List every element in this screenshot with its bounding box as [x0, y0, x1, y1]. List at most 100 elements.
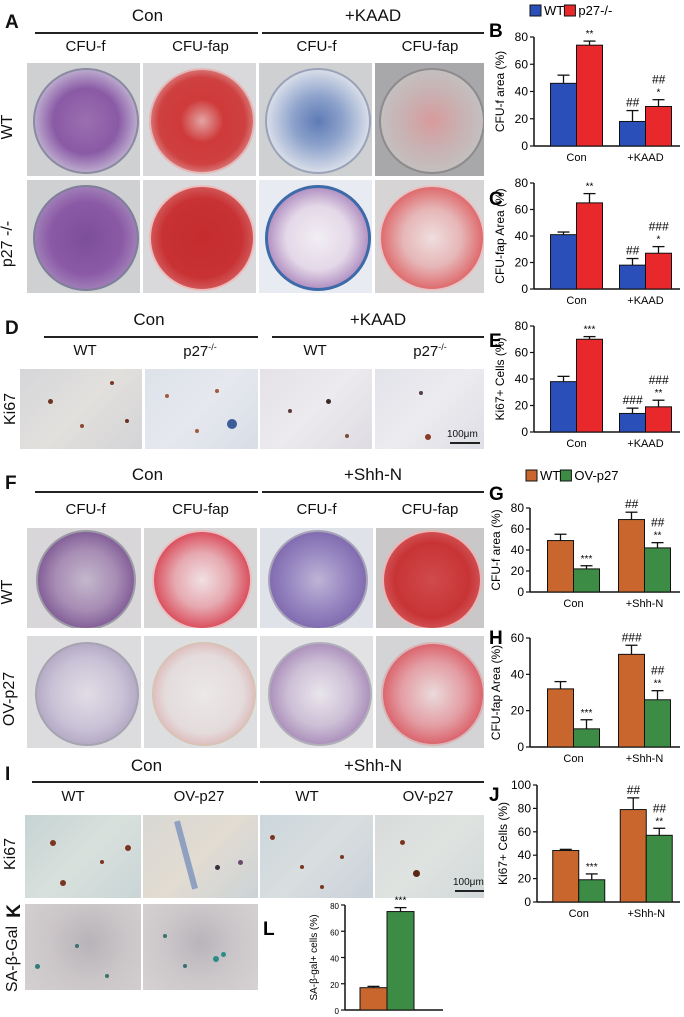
- group-header-con: Con: [130, 756, 163, 775]
- column-header: CFU-f: [296, 501, 337, 518]
- group-rule: [272, 336, 484, 338]
- bar-ov-p27: [644, 547, 671, 593]
- significance-marker: ***: [395, 896, 407, 907]
- significance-marker: **: [655, 388, 663, 399]
- panel-label-f: F: [5, 473, 17, 494]
- ki67-image-ovp27-shhn: 100μm: [375, 815, 484, 898]
- bar-p27-: [576, 338, 603, 433]
- dish-image-p27ko-con-cfuf: [27, 180, 140, 293]
- group-header-shhn: +Shh-N: [343, 756, 403, 775]
- group-rule: [262, 491, 484, 493]
- legend-swatch: [529, 4, 542, 17]
- bar-ov-p27: [578, 879, 606, 903]
- panel-label-i: I: [5, 764, 11, 785]
- bar-ov-p27: [573, 568, 600, 593]
- group-rule: [35, 491, 258, 493]
- y-tick-label: 40: [515, 372, 529, 386]
- dish-image-ovp27-con-cfufap: [144, 636, 257, 748]
- y-axis-label: SA-β-gal+ cells (%): [309, 914, 320, 1000]
- column-header: OV-p27: [173, 788, 225, 805]
- dish-image-p27ko-kaad-cfufap: [375, 180, 484, 293]
- significance-marker: **: [586, 182, 594, 193]
- group-header-con: Con: [131, 6, 164, 25]
- legend-label: WT: [540, 468, 560, 483]
- y-tick-label: 80: [330, 902, 339, 911]
- bar-p27-: [645, 105, 672, 147]
- x-category-label: +Shh-N: [626, 598, 664, 610]
- dish-image-wt-shhn-cfufap: [376, 528, 484, 628]
- legend-swatch: [559, 469, 572, 482]
- bar-wt: [618, 519, 645, 593]
- column-header: CFU-f: [65, 501, 106, 518]
- x-category-label: +KAAD: [627, 295, 663, 307]
- group-header-kaad: +KAAD: [349, 310, 407, 329]
- panel-label-h: H: [489, 628, 503, 649]
- dish-image-wt-con-cfuf: [27, 528, 141, 628]
- ki67-image-p27ko-con: [145, 369, 258, 449]
- superscript: -/-: [208, 342, 217, 352]
- column-header: CFU-fap: [172, 38, 229, 55]
- y-tick-label: 0: [524, 895, 531, 909]
- y-tick-label: 40: [515, 229, 529, 243]
- y-tick-label: 80: [511, 501, 525, 515]
- column-header: p27-/-: [145, 342, 255, 360]
- bar-wt: [619, 412, 646, 433]
- bar-wt: [359, 987, 388, 1011]
- y-tick-label: 80: [515, 176, 529, 190]
- group-header-con: Con: [131, 465, 164, 484]
- significance-marker: ###: [621, 630, 641, 644]
- group-rule: [35, 32, 258, 34]
- bar-p27-: [645, 252, 672, 290]
- y-tick-label: 20: [330, 981, 339, 990]
- significance-marker: ***: [584, 325, 596, 336]
- column-header: WT: [73, 342, 97, 359]
- column-header: CFU-f: [296, 38, 337, 55]
- y-tick-label: 60: [515, 346, 529, 360]
- group-header-con: Con: [133, 310, 165, 329]
- column-header: CFU-f: [65, 38, 106, 55]
- dish-image-p27ko-con-cfufap: [143, 180, 256, 293]
- y-tick-label: 60: [330, 928, 339, 937]
- x-category-label: Con: [566, 152, 586, 164]
- bar-wt: [550, 381, 577, 433]
- significance-marker: ##: [651, 516, 665, 530]
- significance-marker: ##: [627, 783, 641, 797]
- dish-image-ovp27-shhn-cfufap: [376, 636, 484, 748]
- y-tick-label: 60: [511, 522, 525, 536]
- significance-marker: ##: [652, 73, 666, 87]
- y-axis-label: CFU-f area (%): [493, 51, 507, 132]
- legend-label: OV-p27: [574, 468, 618, 483]
- x-category-label: +KAAD: [627, 438, 663, 450]
- bar-p27-: [576, 202, 603, 290]
- ki67-image-wt-shhn: [260, 815, 373, 898]
- y-axis-label: Ki67+ Cells (%): [493, 337, 507, 420]
- bar-wt: [619, 809, 647, 903]
- bar-ov-p27: [386, 911, 415, 1011]
- ki67-image-ovp27-con: [143, 815, 258, 898]
- panel-label-b: B: [489, 21, 503, 42]
- significance-marker: ###: [648, 220, 668, 234]
- y-tick-label: 40: [511, 667, 525, 681]
- scale-bar: [450, 442, 480, 444]
- bar-wt: [619, 264, 646, 290]
- panel-label-g: G: [489, 484, 504, 505]
- y-tick-label: 0: [335, 1007, 340, 1016]
- ki67-image-p27ko-kaad: 100μm: [375, 369, 484, 449]
- column-header-text: p27: [183, 343, 209, 360]
- y-axis-label: Ki67+ Cells (%): [496, 802, 510, 885]
- bar-wt: [619, 120, 646, 147]
- group-rule: [44, 336, 258, 338]
- y-axis-label: CFU-fap Area (%): [489, 645, 503, 740]
- x-category-label: Con: [566, 438, 586, 450]
- dish-image-ovp27-shhn-cfuf: [260, 636, 373, 748]
- dish-image-wt-con-cfufap: [144, 528, 257, 628]
- bar-wt: [550, 234, 577, 290]
- group-header-shhn: +Shh-N: [343, 465, 403, 484]
- y-tick-label: 60: [515, 57, 529, 71]
- column-header: WT: [295, 788, 319, 805]
- y-tick-label: 60: [511, 631, 525, 645]
- panel-label-c: C: [489, 189, 503, 210]
- column-header: CFU-fap: [401, 501, 459, 518]
- x-category-label: Con: [566, 295, 586, 307]
